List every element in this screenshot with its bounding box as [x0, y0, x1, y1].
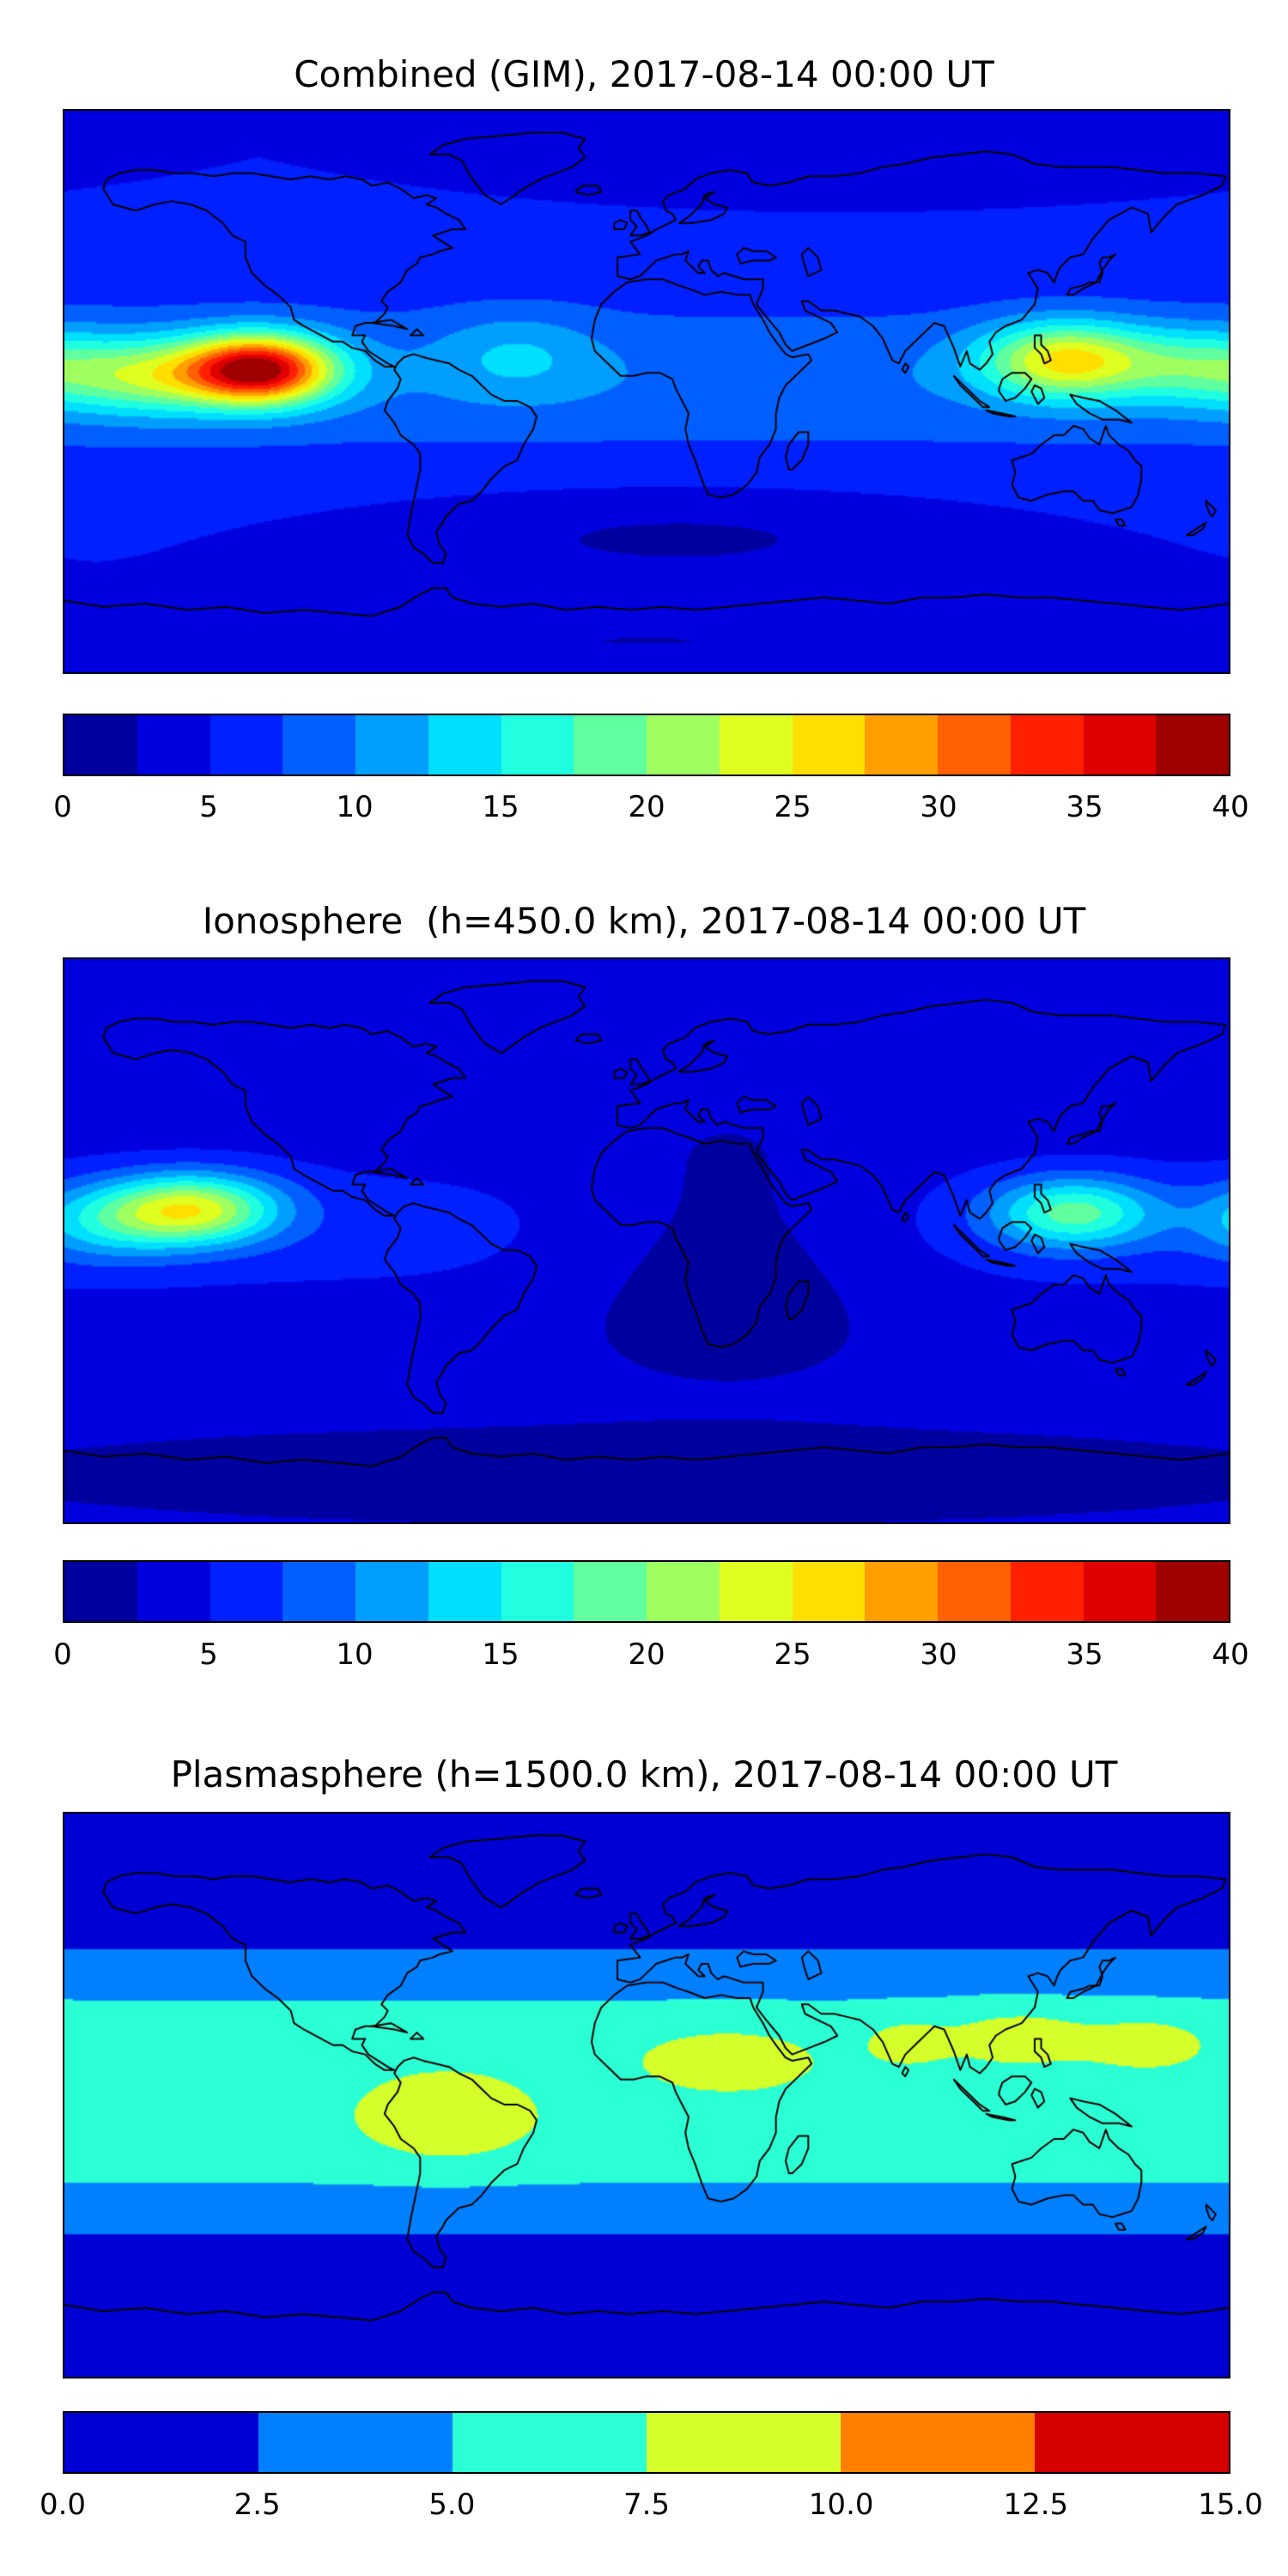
colorbar-segment: [865, 715, 938, 775]
colorbar-segment: [719, 1562, 793, 1621]
colorbar-segment: [501, 715, 574, 775]
colorbar-segment: [841, 2413, 1035, 2472]
colorbar-tick-label: 35: [1066, 1637, 1103, 1672]
colorbar-tick-label: 5: [199, 790, 218, 824]
colorbar-segment: [647, 715, 720, 775]
colorbar-segment: [210, 1562, 283, 1621]
colorbar-segment: [453, 2413, 647, 2472]
ionosphere-map-canvas: [64, 959, 1229, 1522]
colorbar-tick-label: 10: [336, 790, 374, 824]
colorbar-segment: [1156, 715, 1229, 775]
colorbar-tick-label: 0: [53, 790, 72, 824]
colorbar-tick-label: 15.0: [1198, 2488, 1263, 2522]
colorbar-tick-label: 15: [482, 790, 519, 824]
colorbar-segment: [64, 715, 137, 775]
colorbar-tick-label: 10: [336, 1637, 374, 1672]
plasmasphere-map-canvas: [64, 1814, 1229, 2377]
colorbar-segment: [283, 1562, 355, 1621]
panel-title-plasmasphere: Plasmasphere (h=1500.0 km), 2017-08-14 0…: [170, 1753, 1118, 1795]
colorbar-ticks-plasmasphere: 0.0 2.5 5.0 7.5 10.0 12.5 15.0: [39, 2486, 1263, 2524]
colorbar-segment: [1083, 715, 1157, 775]
colorbar-tick-label: 20: [628, 790, 665, 824]
colorbar-ticks-ionosphere: 0 5 10 15 20 25 30 35 40: [53, 1636, 1249, 1674]
colorbar-tick-label: 12.5: [1003, 2488, 1069, 2522]
colorbar-tick-label: 15: [482, 1637, 519, 1672]
colorbar-segment: [1035, 2413, 1229, 2472]
colorbar-segment: [647, 2413, 841, 2472]
colorbar-segment: [501, 1562, 574, 1621]
colorbar-segment: [865, 1562, 938, 1621]
colorbar-segment: [258, 2413, 453, 2472]
colorbar-segment: [574, 715, 647, 775]
map-frame-plasmasphere: [63, 1812, 1230, 2379]
panel-title-combined: Combined (GIM), 2017-08-14 00:00 UT: [294, 53, 994, 95]
colorbar-segment: [64, 1562, 137, 1621]
colorbar-segment: [283, 715, 355, 775]
colorbar-segment: [792, 715, 866, 775]
colorbar-tick-label: 40: [1212, 1637, 1249, 1672]
colorbar-tick-label: 35: [1066, 790, 1103, 824]
colorbar-tick-label: 0: [53, 1637, 72, 1672]
colorbar-tick-label: 30: [920, 1637, 957, 1672]
colorbar-ticks-combined: 0 5 10 15 20 25 30 35 40: [53, 788, 1249, 826]
colorbar-ionosphere: [63, 1560, 1230, 1623]
colorbar-tick-label: 10.0: [808, 2488, 874, 2522]
colorbar-segment: [938, 1562, 1011, 1621]
colorbar-tick-label: 40: [1212, 790, 1249, 824]
colorbar-segment: [1010, 1562, 1084, 1621]
colorbar-tick-label: 2.5: [234, 2488, 281, 2522]
panel-title-ionosphere: Ionosphere (h=450.0 km), 2017-08-14 00:0…: [202, 900, 1086, 942]
colorbar-tick-label: 5: [199, 1637, 218, 1672]
colorbar-tick-label: 5.0: [428, 2488, 476, 2522]
colorbar-segment: [428, 1562, 501, 1621]
colorbar-segment: [792, 1562, 866, 1621]
colorbar-segment: [719, 715, 793, 775]
combined-map-canvas: [64, 111, 1229, 672]
colorbar-combined: [63, 714, 1230, 776]
colorbar-segment: [938, 715, 1011, 775]
map-frame-ionosphere: [63, 957, 1230, 1524]
colorbar-segment: [1010, 715, 1084, 775]
colorbar-plasmasphere: [63, 2411, 1230, 2474]
colorbar-segment: [574, 1562, 647, 1621]
colorbar-segment: [428, 715, 501, 775]
colorbar-tick-label: 20: [628, 1637, 665, 1672]
colorbar-segment: [647, 1562, 720, 1621]
colorbar-segment: [137, 1562, 210, 1621]
colorbar-tick-label: 25: [774, 790, 811, 824]
colorbar-tick-label: 25: [774, 1637, 811, 1672]
colorbar-segment: [210, 715, 283, 775]
colorbar-segment: [1156, 1562, 1229, 1621]
colorbar-tick-label: 7.5: [623, 2488, 671, 2522]
colorbar-segment: [137, 715, 210, 775]
colorbar-segment: [355, 1562, 428, 1621]
colorbar-segment: [1083, 1562, 1157, 1621]
colorbar-segment: [355, 715, 428, 775]
colorbar-tick-label: 30: [920, 790, 957, 824]
map-frame-combined: [63, 109, 1230, 674]
colorbar-segment: [64, 2413, 258, 2472]
colorbar-tick-label: 0.0: [39, 2488, 87, 2522]
